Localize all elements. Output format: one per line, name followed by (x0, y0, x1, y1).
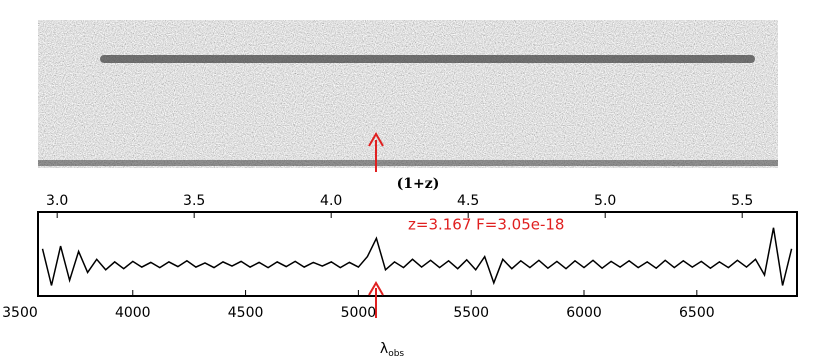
x-label-sub: obs (388, 349, 404, 359)
trace (100, 55, 755, 63)
top-tick-label: 3.0 (46, 193, 68, 209)
plot-frame (37, 211, 798, 297)
top-axis-label: (1+z) (397, 176, 440, 192)
x-label-main: λ (380, 341, 388, 357)
top-tick-label: 3.5 (183, 193, 205, 209)
top-tick-label: 4.0 (320, 193, 342, 209)
arrow-head (368, 281, 384, 296)
top-tick-label: 5.5 (731, 193, 753, 209)
x-tick-label: 4500 (228, 305, 264, 321)
x-tick-label: 6000 (566, 305, 602, 321)
annotation: z=3.167 F=3.05e-18 (408, 216, 564, 234)
x-tick-label: 5500 (453, 305, 489, 321)
spectrum-line (41, 227, 793, 286)
x-tick-label: 6500 (679, 305, 715, 321)
x-axis-label: λobs (380, 341, 405, 359)
top-tick-label: 4.5 (457, 193, 479, 209)
arrow-head (368, 132, 384, 147)
image-noise (38, 20, 778, 168)
x-tick-label: 4000 (115, 305, 151, 321)
top-tick-label: 5.0 (594, 193, 616, 209)
x-tick-label: 3500 (2, 305, 38, 321)
edge (38, 160, 778, 166)
x-tick-label: 5000 (341, 305, 377, 321)
spectrum-image (38, 20, 778, 172)
